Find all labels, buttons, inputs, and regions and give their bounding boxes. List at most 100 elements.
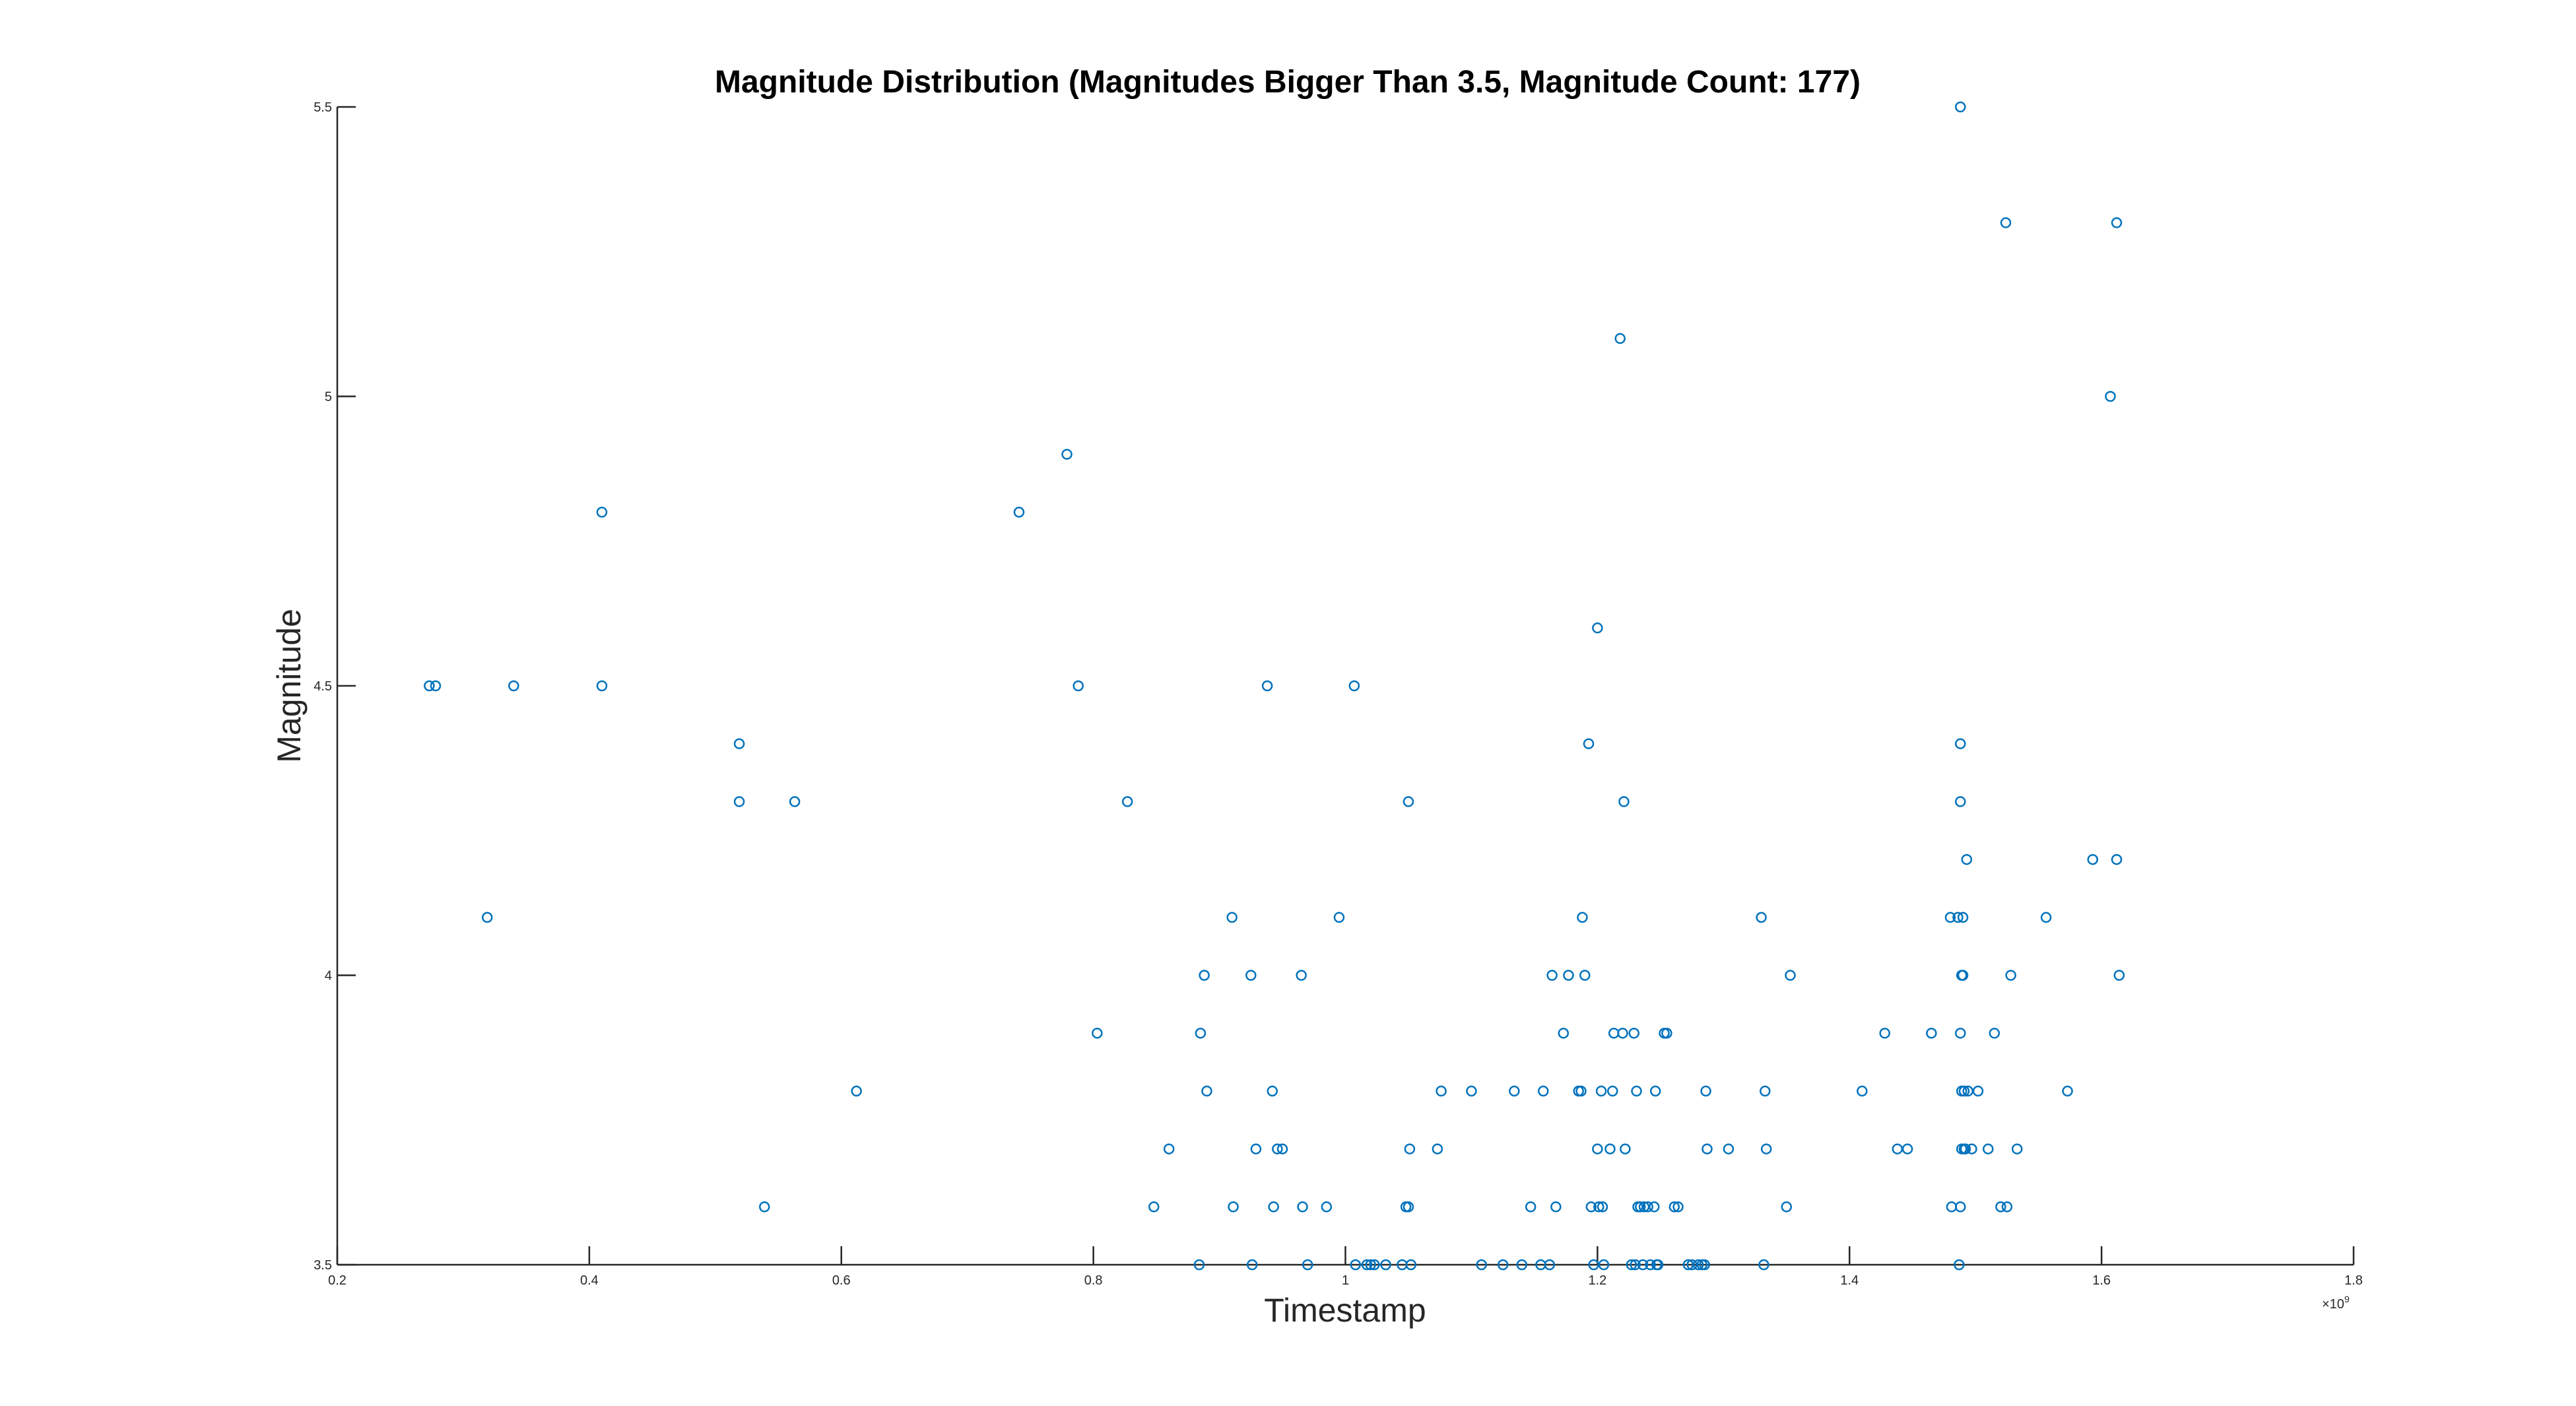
x-exponent-base: ×10 — [2322, 1297, 2344, 1312]
data-point — [1163, 1143, 1175, 1155]
data-point — [1604, 1143, 1616, 1155]
y-tick-label: 5.5 — [314, 100, 332, 115]
data-point — [1758, 1259, 1769, 1271]
data-point — [1061, 448, 1073, 460]
data-point — [1607, 1085, 1618, 1097]
x-tick-label: 1.4 — [1840, 1273, 1859, 1288]
x-tick-label: 0.2 — [328, 1273, 347, 1288]
data-point — [1946, 1201, 1958, 1213]
data-point — [1652, 1259, 1664, 1271]
data-point — [1955, 1027, 1966, 1039]
data-point — [1857, 1085, 1868, 1097]
data-point — [1686, 1259, 1698, 1271]
data-point — [1245, 970, 1257, 981]
axes — [336, 107, 2354, 1266]
data-point — [1960, 1143, 1971, 1155]
data-point — [1957, 912, 1969, 923]
data-point — [1525, 1201, 1536, 1213]
data-point — [1649, 1085, 1661, 1097]
data-point — [2087, 854, 2099, 865]
data-point — [2040, 912, 2052, 923]
data-point — [1583, 738, 1595, 749]
data-point — [1760, 1143, 1772, 1155]
data-point — [1901, 1143, 1913, 1155]
data-point — [759, 1201, 770, 1213]
data-point — [2113, 970, 2125, 981]
data-point — [733, 796, 745, 807]
y-tick-label: 4 — [325, 969, 332, 984]
data-point — [1637, 1259, 1649, 1271]
data-point — [1593, 1201, 1604, 1213]
data-point — [1073, 680, 1084, 692]
data-point — [1148, 1201, 1160, 1213]
data-point — [1631, 1085, 1642, 1097]
data-point — [1618, 796, 1630, 807]
data-point — [1558, 1027, 1569, 1039]
data-point — [1983, 1143, 1994, 1155]
x-exponent-power: 9 — [2344, 1294, 2350, 1304]
data-point — [1592, 1143, 1603, 1155]
data-point — [1955, 796, 1966, 807]
data-point — [1723, 1143, 1734, 1155]
data-point — [1926, 1027, 1937, 1039]
data-point — [1297, 1201, 1308, 1213]
data-point — [1760, 1085, 1771, 1097]
data-point — [1195, 1027, 1206, 1039]
data-point — [1958, 1085, 1970, 1097]
data-point — [1961, 854, 1973, 865]
data-point — [2000, 217, 2012, 228]
data-point — [1614, 333, 1626, 345]
data-point — [1333, 912, 1345, 923]
data-point — [1701, 1143, 1713, 1155]
data-point — [1635, 1201, 1646, 1213]
data-point — [1638, 1201, 1650, 1213]
data-point — [1955, 738, 1966, 749]
data-point — [1972, 1085, 1984, 1097]
data-point — [1272, 1143, 1283, 1155]
data-point — [1436, 1085, 1447, 1097]
data-point — [1626, 1259, 1637, 1271]
data-point — [1962, 1085, 1973, 1097]
data-point — [1550, 1201, 1562, 1213]
data-point — [1955, 1201, 1966, 1213]
data-point — [1608, 1027, 1620, 1039]
data-point — [1268, 1201, 1279, 1213]
data-point — [1193, 1259, 1205, 1271]
data-point — [1944, 912, 1956, 923]
y-ticks: 3.5 4 4.5 5 5.5 — [314, 100, 356, 1273]
data-point — [1348, 680, 1360, 692]
data-point — [1497, 1259, 1509, 1271]
data-point — [1296, 970, 1307, 981]
data-point — [1267, 1085, 1278, 1097]
data-point — [1700, 1085, 1711, 1097]
data-point — [1369, 1259, 1380, 1271]
data-point — [508, 680, 519, 692]
data-point — [1617, 1027, 1628, 1039]
data-point — [1563, 970, 1574, 981]
data-point — [1577, 912, 1588, 923]
data-point — [1585, 1201, 1597, 1213]
data-point — [1432, 1143, 1443, 1155]
data-point — [1966, 1143, 1977, 1155]
data-point — [1955, 101, 1966, 113]
data-point — [1365, 1259, 1376, 1271]
data-point — [1781, 1201, 1793, 1213]
data-point — [1199, 970, 1210, 981]
data-point — [1628, 1027, 1639, 1039]
data-point — [1013, 506, 1025, 518]
data-point — [1692, 1259, 1704, 1271]
data-point — [1246, 1259, 1258, 1271]
data-point — [1620, 1143, 1631, 1155]
data-point — [1597, 1201, 1608, 1213]
data-point — [1575, 1085, 1587, 1097]
y-axis-label: Magnitude — [271, 609, 308, 763]
x-tick-label: 1.6 — [2092, 1273, 2111, 1288]
x-tick-label: 1 — [1342, 1273, 1349, 1288]
data-point — [1645, 1259, 1656, 1271]
data-point — [1672, 1201, 1684, 1213]
x-tick-label: 1.8 — [2344, 1273, 2363, 1288]
x-ticks: 0.2 0.4 0.6 0.8 1 1.2 1.4 1.6 1.8 — [328, 1246, 2363, 1288]
y-tick-label: 5 — [325, 390, 332, 405]
data-point — [596, 506, 608, 518]
x-tick-label: 1.2 — [1588, 1273, 1606, 1288]
